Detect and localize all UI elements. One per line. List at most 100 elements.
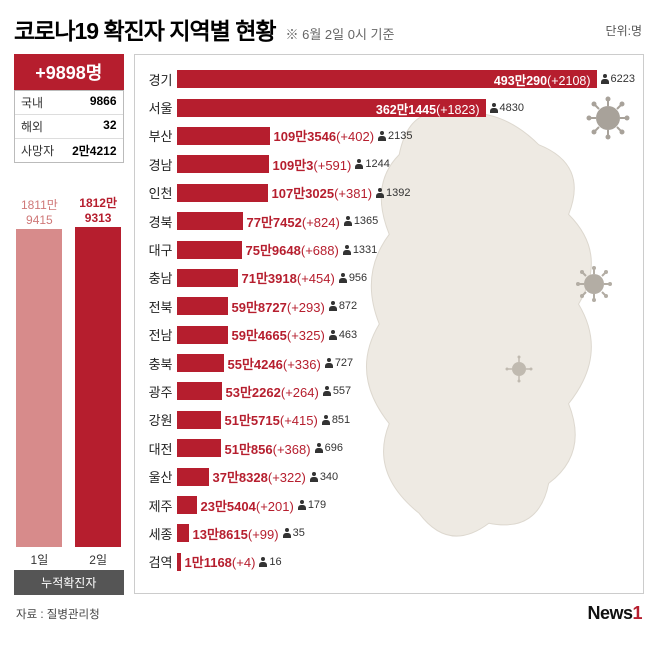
person-icon [355,159,363,169]
region-label: 대전 [143,439,177,458]
bar-area: 59만4665(+325)463 [177,325,635,344]
bar-area: 109만3546(+402)2135 [177,126,635,145]
region-bar [177,439,221,457]
bar-area: 77만7452(+824)1365 [177,212,635,231]
compare-bar-curr [75,227,121,547]
per-capita: 1365 [344,215,378,227]
per-capita: 16 [259,556,281,568]
region-bar: 493만290(+2108) [177,70,597,88]
per-capita: 1392 [376,187,410,199]
region-value: 59만8727(+293) [232,297,325,316]
region-chart: 경기493만290(+2108)6223서울362만1445(+1823)483… [134,54,644,594]
region-bar [177,468,209,486]
region-value: 493만290(+2108) [494,70,591,89]
region-bar [177,269,238,287]
bar-area: 37만8328(+322)340 [177,467,635,486]
person-icon [378,131,386,141]
person-icon [315,443,323,453]
region-label: 광주 [143,382,177,401]
left-panel: +9898명 국내9866해외32사망자2만4212 1811만 9415 18… [14,54,124,595]
chart-rows: 경기493만290(+2108)6223서울362만1445(+1823)483… [143,65,635,576]
region-row: 부산109만3546(+402)2135 [143,122,635,150]
person-icon [283,528,291,538]
day-label-prev: 1일 [14,551,65,568]
region-row: 강원51만5715(+415)851 [143,406,635,434]
person-icon [322,415,330,425]
region-label: 울산 [143,467,177,486]
region-value: 13만8615(+99) [193,524,279,543]
main-area: +9898명 국내9866해외32사망자2만4212 1811만 9415 18… [14,54,644,595]
region-label: 경북 [143,212,177,231]
page-title: 코로나19 확진자 지역별 현황 [14,12,276,46]
region-bar [177,354,224,372]
per-capita: 557 [323,385,351,397]
per-capita: 1244 [355,158,389,170]
region-value: 109만3(+591) [273,155,352,174]
cumulative-compare: 1811만 9415 1812만 9313 [14,177,124,547]
region-label: 제주 [143,496,177,515]
region-row: 충남71만3918(+454)956 [143,264,635,292]
stat-key: 국내 [21,94,43,111]
stat-row: 국내9866 [15,91,123,115]
region-value: 55만4246(+336) [228,354,321,373]
compare-label-curr: 1812만 9313 [79,196,117,225]
per-capita: 956 [339,272,367,284]
region-row: 인천107만3025(+381)1392 [143,179,635,207]
bar-area: 51만856(+368) 696 [177,439,635,458]
region-row: 제주23만5404(+201)179 [143,491,635,519]
bar-area: 362만1445(+1823)4830 [177,99,635,117]
person-icon [601,74,609,84]
right-panel: 경기493만290(+2108)6223서울362만1445(+1823)483… [134,54,644,595]
region-row: 대구75만9648(+688)1331 [143,235,635,263]
region-bar [177,212,243,230]
region-bar [177,524,189,542]
day-label-curr: 2일 [73,551,124,568]
region-bar [177,241,242,259]
region-bar [177,184,268,202]
day-labels: 1일 2일 [14,551,124,568]
person-icon [343,245,351,255]
compare-col-prev: 1811만 9415 [14,198,65,547]
region-row: 전북59만8727(+293)872 [143,292,635,320]
per-capita: 6223 [601,73,635,85]
per-capita: 696 [315,442,343,454]
region-row: 광주53만2262(+264)557 [143,377,635,405]
region-label: 서울 [143,98,177,117]
source-label: 자료 : 질병관리청 [16,606,100,622]
per-capita: 1331 [343,244,377,256]
compare-label-prev: 1811만 9415 [21,198,58,227]
per-capita: 340 [310,471,338,483]
stat-key: 사망자 [21,142,54,159]
region-label: 강원 [143,410,177,429]
bar-area: 109만3(+591)1244 [177,155,635,174]
region-row: 충북55만4246(+336)727 [143,349,635,377]
infographic-root: 코로나19 확진자 지역별 현황 ※ 6월 2일 0시 기준 단위:명 +989… [0,0,658,634]
per-capita: 463 [329,329,357,341]
bar-area: 23만5404(+201)179 [177,496,635,515]
person-icon [323,386,331,396]
bar-area: 71만3918(+454)956 [177,268,635,287]
person-icon [259,557,267,567]
per-capita: 2135 [378,130,412,142]
stats-box: 국내9866해외32사망자2만4212 [14,90,124,163]
region-row: 대전 51만856(+368) 696 [143,434,635,462]
bar-area: 493만290(+2108) 6223 [177,70,635,88]
region-value: 51만856(+368) [225,439,311,458]
region-bar [177,553,181,571]
region-label: 부산 [143,126,177,145]
region-value: 75만9648(+688) [246,240,339,259]
person-icon [310,472,318,482]
stat-row: 사망자2만4212 [15,139,123,162]
region-row: 검역1만1168(+4)16 [143,548,635,576]
region-row: 세종13만8615(+99)35 [143,519,635,547]
region-row: 경남109만3(+591)1244 [143,150,635,178]
region-bar [177,297,228,315]
daily-increase-box: +9898명 [14,54,124,90]
region-value: 109만3546(+402) [274,126,375,145]
per-capita: 35 [283,527,305,539]
person-icon [329,330,337,340]
person-icon [490,103,498,113]
bar-area: 107만3025(+381)1392 [177,183,635,202]
region-label: 인천 [143,183,177,202]
region-value: 362만1445(+1823) [376,99,480,118]
